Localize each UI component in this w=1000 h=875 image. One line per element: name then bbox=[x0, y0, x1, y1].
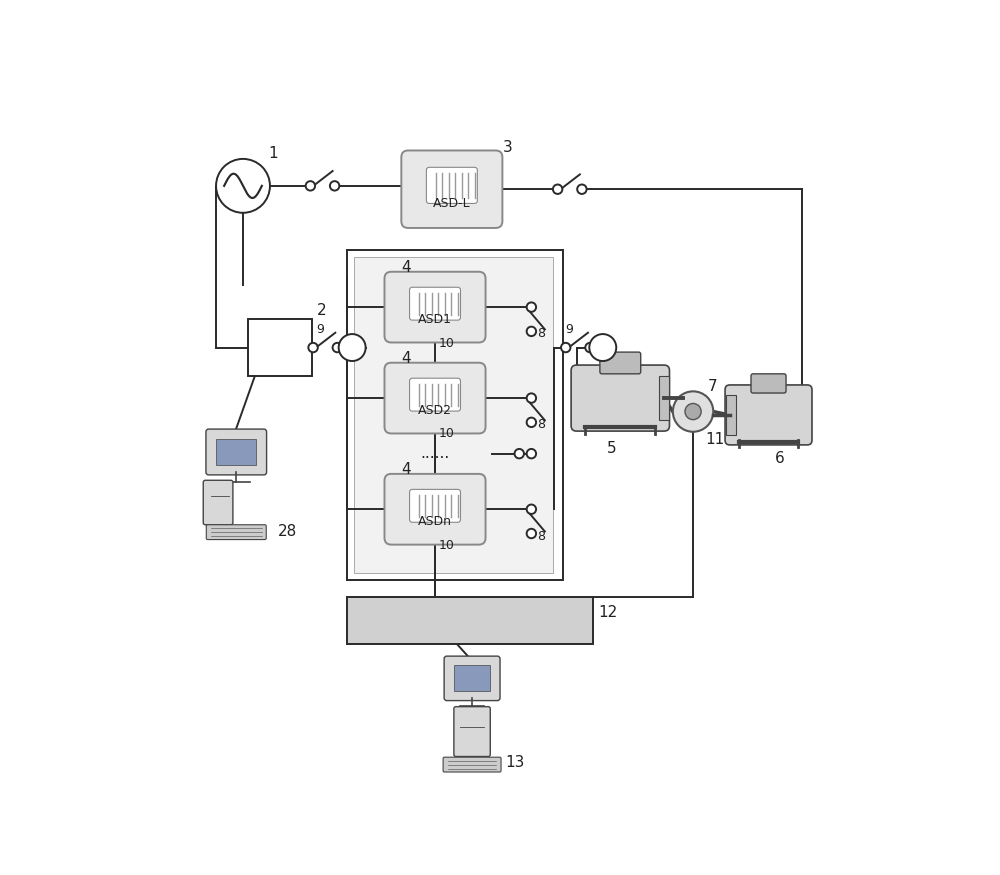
Circle shape bbox=[553, 185, 562, 194]
FancyBboxPatch shape bbox=[410, 489, 460, 522]
Circle shape bbox=[585, 343, 595, 353]
Text: 13: 13 bbox=[506, 754, 525, 770]
FancyBboxPatch shape bbox=[426, 167, 477, 203]
Text: ASD-L: ASD-L bbox=[433, 197, 471, 210]
Text: 10: 10 bbox=[438, 337, 454, 349]
Bar bbox=[216, 438, 256, 465]
Text: 6: 6 bbox=[775, 452, 785, 466]
Circle shape bbox=[527, 449, 536, 458]
Text: 10: 10 bbox=[438, 428, 454, 440]
Circle shape bbox=[685, 403, 701, 420]
Circle shape bbox=[216, 159, 270, 213]
FancyBboxPatch shape bbox=[203, 480, 233, 525]
Circle shape bbox=[561, 343, 570, 353]
Text: 4: 4 bbox=[401, 351, 411, 366]
FancyBboxPatch shape bbox=[384, 272, 486, 342]
FancyBboxPatch shape bbox=[725, 385, 812, 444]
FancyBboxPatch shape bbox=[443, 757, 501, 772]
FancyBboxPatch shape bbox=[571, 365, 669, 431]
FancyBboxPatch shape bbox=[410, 378, 460, 411]
Bar bbox=[347, 250, 563, 580]
Text: 9: 9 bbox=[565, 323, 573, 336]
Circle shape bbox=[339, 334, 366, 361]
Text: 8: 8 bbox=[537, 327, 545, 340]
Text: 8: 8 bbox=[537, 529, 545, 542]
Text: ASDn: ASDn bbox=[418, 515, 452, 528]
Circle shape bbox=[330, 181, 339, 191]
Text: 5: 5 bbox=[607, 441, 616, 457]
Text: ASD1: ASD1 bbox=[418, 313, 452, 326]
Text: 12: 12 bbox=[599, 605, 618, 620]
FancyBboxPatch shape bbox=[401, 150, 502, 228]
Text: ASD2: ASD2 bbox=[418, 404, 452, 417]
Circle shape bbox=[589, 334, 616, 361]
Text: 4: 4 bbox=[401, 462, 411, 477]
FancyBboxPatch shape bbox=[206, 525, 266, 540]
FancyBboxPatch shape bbox=[410, 287, 460, 320]
Circle shape bbox=[527, 394, 536, 402]
Text: 3: 3 bbox=[502, 140, 512, 155]
Text: 10: 10 bbox=[438, 539, 454, 551]
Circle shape bbox=[527, 505, 536, 514]
Text: 8: 8 bbox=[537, 418, 545, 431]
FancyBboxPatch shape bbox=[600, 352, 641, 374]
FancyBboxPatch shape bbox=[384, 363, 486, 433]
Circle shape bbox=[673, 391, 713, 431]
Bar bbox=[354, 256, 553, 573]
Circle shape bbox=[308, 343, 318, 353]
Bar bbox=[726, 395, 736, 435]
FancyBboxPatch shape bbox=[454, 707, 490, 757]
Text: 7: 7 bbox=[708, 380, 718, 395]
Text: ......: ...... bbox=[420, 446, 450, 461]
Circle shape bbox=[333, 343, 342, 353]
FancyBboxPatch shape bbox=[206, 429, 267, 475]
Circle shape bbox=[527, 528, 536, 538]
Bar bbox=[248, 318, 312, 376]
Circle shape bbox=[527, 326, 536, 336]
FancyBboxPatch shape bbox=[751, 374, 786, 393]
Text: 11: 11 bbox=[705, 432, 724, 447]
FancyBboxPatch shape bbox=[444, 656, 500, 701]
FancyBboxPatch shape bbox=[384, 474, 486, 544]
Text: 4: 4 bbox=[401, 260, 411, 275]
Text: 1: 1 bbox=[269, 145, 278, 160]
Text: 2: 2 bbox=[317, 304, 327, 318]
Circle shape bbox=[306, 181, 315, 191]
Text: 9: 9 bbox=[316, 323, 324, 336]
Circle shape bbox=[527, 303, 536, 312]
Circle shape bbox=[515, 449, 524, 458]
Circle shape bbox=[577, 185, 587, 194]
Bar bbox=[454, 666, 490, 691]
Text: 28: 28 bbox=[278, 524, 297, 539]
Bar bbox=[659, 376, 669, 420]
Bar bbox=[347, 597, 593, 644]
Circle shape bbox=[527, 417, 536, 427]
